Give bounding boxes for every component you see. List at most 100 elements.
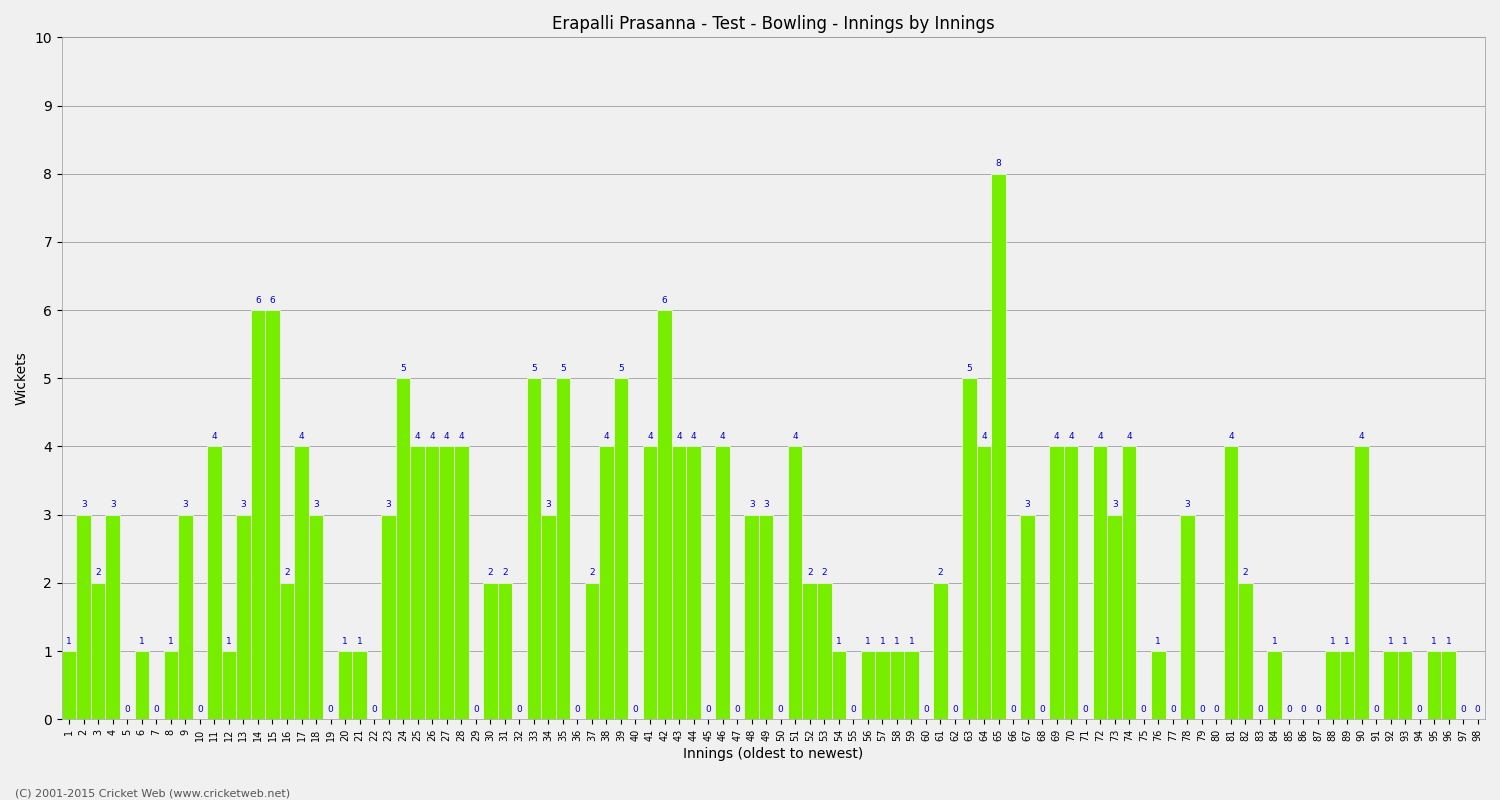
Text: 3: 3: [546, 500, 550, 510]
Bar: [222, 651, 236, 719]
Text: 0: 0: [327, 705, 333, 714]
Text: 4: 4: [459, 432, 464, 441]
Text: 4: 4: [298, 432, 304, 441]
Bar: [396, 378, 411, 719]
Bar: [831, 651, 846, 719]
X-axis label: Innings (oldest to newest): Innings (oldest to newest): [684, 747, 864, 761]
Text: 5: 5: [966, 364, 972, 373]
Text: 0: 0: [735, 705, 740, 714]
Text: 0: 0: [516, 705, 522, 714]
Text: 5: 5: [400, 364, 406, 373]
Bar: [933, 583, 948, 719]
Bar: [759, 514, 774, 719]
Text: 1: 1: [1329, 637, 1335, 646]
Text: 3: 3: [110, 500, 116, 510]
Bar: [338, 651, 352, 719]
Text: 0: 0: [472, 705, 478, 714]
Bar: [1064, 446, 1078, 719]
Bar: [644, 446, 657, 719]
Text: 1: 1: [140, 637, 144, 646]
Text: 0: 0: [1040, 705, 1046, 714]
Text: 0: 0: [705, 705, 711, 714]
Text: 2: 2: [488, 568, 494, 578]
Text: 0: 0: [778, 705, 783, 714]
Text: 0: 0: [1170, 705, 1176, 714]
Bar: [1122, 446, 1137, 719]
Text: 0: 0: [922, 705, 928, 714]
Text: 4: 4: [1068, 432, 1074, 441]
Text: 0: 0: [1214, 705, 1219, 714]
Bar: [802, 583, 818, 719]
Bar: [542, 514, 555, 719]
Text: 4: 4: [429, 432, 435, 441]
Bar: [598, 446, 613, 719]
Bar: [818, 583, 831, 719]
Text: 4: 4: [416, 432, 420, 441]
Bar: [424, 446, 439, 719]
Bar: [672, 446, 687, 719]
Bar: [1326, 651, 1340, 719]
Text: 1: 1: [342, 637, 348, 646]
Bar: [1050, 446, 1064, 719]
Text: 0: 0: [196, 705, 202, 714]
Bar: [483, 583, 498, 719]
Text: 0: 0: [574, 705, 580, 714]
Bar: [1426, 651, 1442, 719]
Text: 1: 1: [1402, 637, 1408, 646]
Text: 1: 1: [1446, 637, 1452, 646]
Text: 3: 3: [314, 500, 320, 510]
Bar: [1020, 514, 1035, 719]
Bar: [498, 583, 512, 719]
Bar: [1224, 446, 1238, 719]
Text: 3: 3: [81, 500, 87, 510]
Text: 2: 2: [590, 568, 594, 578]
Text: 1: 1: [879, 637, 885, 646]
Text: (C) 2001-2015 Cricket Web (www.cricketweb.net): (C) 2001-2015 Cricket Web (www.cricketwe…: [15, 788, 290, 798]
Bar: [105, 514, 120, 719]
Text: 0: 0: [1257, 705, 1263, 714]
Text: 2: 2: [938, 568, 944, 578]
Bar: [411, 446, 424, 719]
Text: 0: 0: [850, 705, 856, 714]
Bar: [1268, 651, 1281, 719]
Text: 0: 0: [1474, 705, 1480, 714]
Bar: [1383, 651, 1398, 719]
Bar: [309, 514, 324, 719]
Text: 1: 1: [1344, 637, 1350, 646]
Bar: [526, 378, 542, 719]
Text: 0: 0: [1372, 705, 1378, 714]
Text: 1: 1: [1431, 637, 1437, 646]
Text: 4: 4: [692, 432, 696, 441]
Text: 0: 0: [1083, 705, 1089, 714]
Bar: [874, 651, 890, 719]
Bar: [62, 651, 76, 719]
Text: 0: 0: [1198, 705, 1204, 714]
Y-axis label: Wickets: Wickets: [15, 351, 28, 405]
Text: 5: 5: [618, 364, 624, 373]
Text: 4: 4: [1054, 432, 1059, 441]
Bar: [555, 378, 570, 719]
Text: 0: 0: [1010, 705, 1016, 714]
Text: 4: 4: [1098, 432, 1102, 441]
Title: Erapalli Prasanna - Test - Bowling - Innings by Innings: Erapalli Prasanna - Test - Bowling - Inn…: [552, 15, 994, 33]
Text: 1: 1: [168, 637, 174, 646]
Bar: [992, 174, 1006, 719]
Bar: [294, 446, 309, 719]
Text: 1: 1: [1272, 637, 1278, 646]
Text: 3: 3: [1185, 500, 1190, 510]
Bar: [1238, 583, 1252, 719]
Text: 4: 4: [444, 432, 450, 441]
Text: 0: 0: [1418, 705, 1422, 714]
Bar: [164, 651, 178, 719]
Text: 2: 2: [284, 568, 290, 578]
Text: 3: 3: [386, 500, 392, 510]
Text: 4: 4: [792, 432, 798, 441]
Text: 2: 2: [822, 568, 827, 578]
Bar: [1340, 651, 1354, 719]
Text: 4: 4: [981, 432, 987, 441]
Bar: [1180, 514, 1194, 719]
Bar: [585, 583, 598, 719]
Text: 0: 0: [1461, 705, 1466, 714]
Text: 5: 5: [531, 364, 537, 373]
Bar: [716, 446, 730, 719]
